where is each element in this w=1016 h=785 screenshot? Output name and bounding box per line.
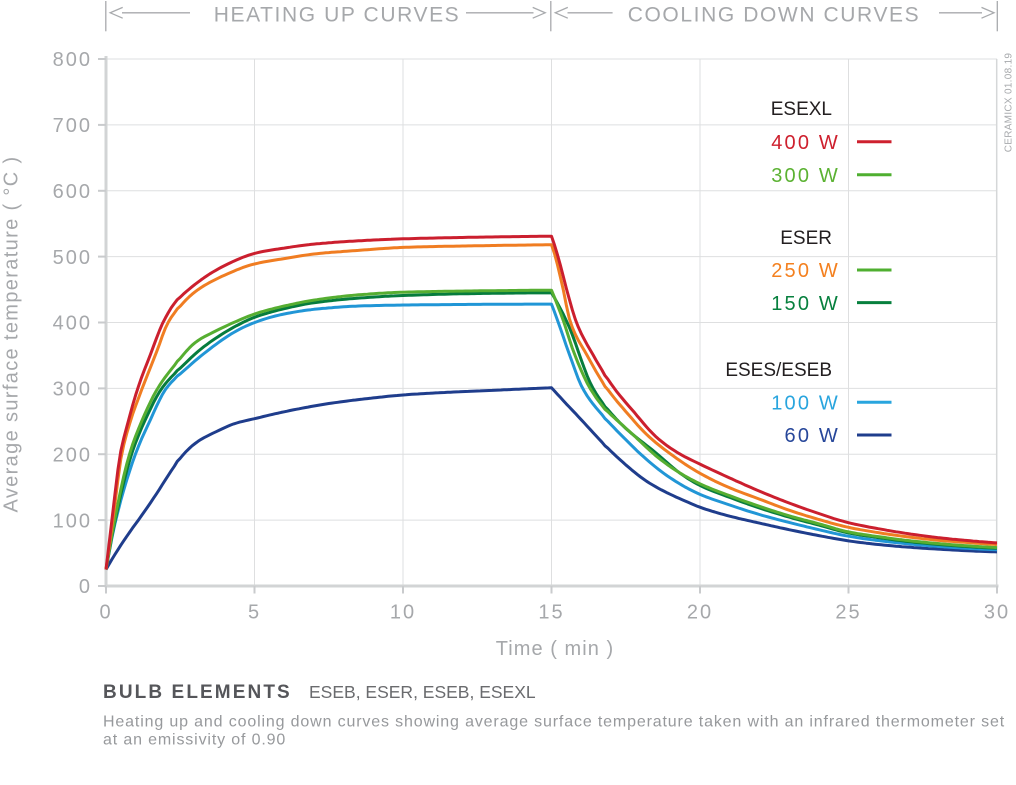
svg-text:ESEB, ESER, ESEB, ESEXL: ESEB, ESER, ESEB, ESEXL	[309, 682, 536, 702]
svg-text:Time ( min ): Time ( min )	[496, 638, 615, 660]
svg-text:30: 30	[984, 602, 1010, 624]
svg-text:ESES/ESEB: ESES/ESEB	[725, 360, 832, 381]
svg-text:at an emissivity of 0.90: at an emissivity of 0.90	[103, 732, 286, 749]
svg-text:400 W: 400 W	[771, 132, 840, 154]
svg-text:100 W: 100 W	[771, 393, 840, 415]
svg-text:300 W: 300 W	[771, 165, 840, 187]
svg-text:300: 300	[53, 379, 92, 401]
svg-text:800: 800	[53, 49, 92, 71]
svg-text:600: 600	[53, 181, 92, 203]
svg-text:20: 20	[687, 602, 713, 624]
svg-text:10: 10	[390, 602, 416, 624]
svg-text:15: 15	[538, 602, 564, 624]
svg-text:ESEXL: ESEXL	[771, 99, 832, 120]
svg-text:CERAMICX 01.08.19: CERAMICX 01.08.19	[1004, 53, 1015, 153]
svg-text:200: 200	[53, 444, 92, 466]
svg-text:25: 25	[835, 602, 861, 624]
svg-text:BULB ELEMENTS: BULB ELEMENTS	[103, 682, 292, 703]
svg-text:Heating up and cooling down cu: Heating up and cooling down curves showi…	[103, 714, 1005, 731]
svg-text:ESER: ESER	[780, 228, 832, 249]
svg-text:0: 0	[79, 576, 92, 598]
svg-text:HEATING UP CURVES: HEATING UP CURVES	[214, 4, 461, 27]
svg-text:60 W: 60 W	[785, 425, 840, 447]
svg-text:250 W: 250 W	[771, 260, 840, 282]
svg-text:5: 5	[248, 602, 261, 624]
svg-text:400: 400	[53, 313, 92, 335]
svg-text:700: 700	[53, 115, 92, 137]
svg-text:0: 0	[99, 602, 112, 624]
svg-text:150 W: 150 W	[771, 293, 840, 315]
svg-text:COOLING DOWN CURVES: COOLING DOWN CURVES	[628, 4, 921, 27]
svg-text:Average surface temperature (: Average surface temperature ( °C )	[1, 156, 23, 513]
svg-text:500: 500	[53, 247, 92, 269]
svg-text:100: 100	[53, 510, 92, 532]
